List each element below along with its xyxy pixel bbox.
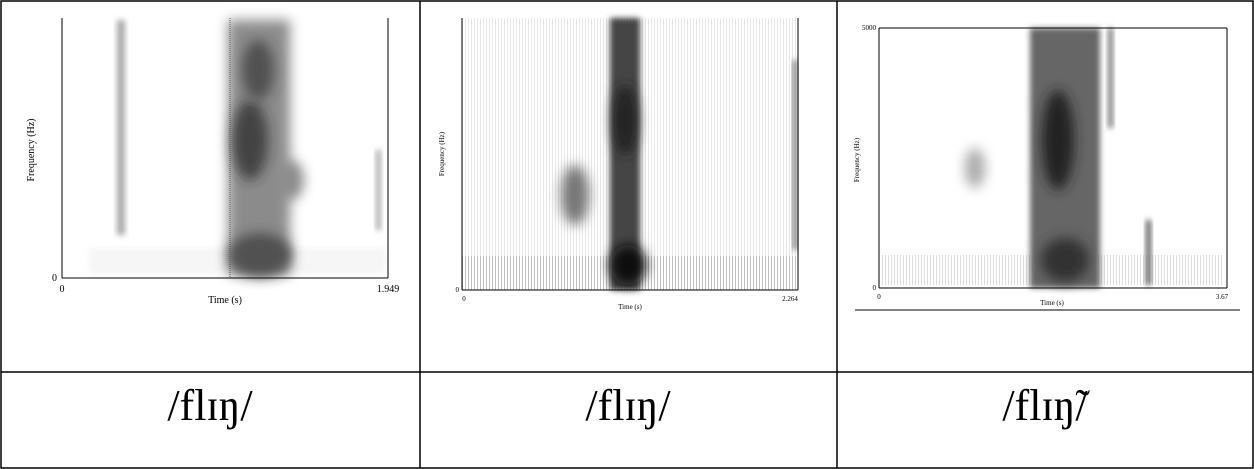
spectrogram-3: Frequency (Hz) 5000 0 0 3.67 Time (s) bbox=[853, 24, 1240, 311]
transcription: /flɪŋ/ bbox=[167, 381, 253, 430]
y-axis-label: Frequency (Hz) bbox=[438, 131, 446, 176]
transcription: /flɪŋ/ bbox=[585, 381, 671, 430]
y-max: 5000 bbox=[862, 24, 877, 32]
transcription: /flɪŋ̃/ bbox=[1002, 381, 1090, 430]
x-min: 0 bbox=[462, 295, 466, 303]
y-min: 0 bbox=[873, 284, 877, 292]
y-axis-label: Frequency (Hz) bbox=[26, 118, 37, 181]
x-axis-label: Time (s) bbox=[208, 295, 242, 306]
spectrogram-1: Frequency (Hz) 0 0 1.949 Time (s) bbox=[26, 18, 399, 306]
x-max: 2.264 bbox=[782, 295, 798, 303]
x-min: 0 bbox=[877, 293, 881, 301]
y-min: 0 bbox=[52, 273, 57, 284]
spectrogram-2: Frequency (Hz) 0 0 2.264 Time (s) bbox=[438, 18, 799, 311]
y-axis-label: Frequency (Hz) bbox=[853, 137, 861, 182]
x-max: 3.67 bbox=[1216, 293, 1229, 301]
x-max: 1.949 bbox=[377, 284, 400, 295]
x-axis-label: Time (s) bbox=[618, 303, 642, 311]
x-axis-label: Time (s) bbox=[1040, 299, 1064, 307]
y-min: 0 bbox=[456, 286, 460, 294]
x-min: 0 bbox=[60, 284, 65, 295]
